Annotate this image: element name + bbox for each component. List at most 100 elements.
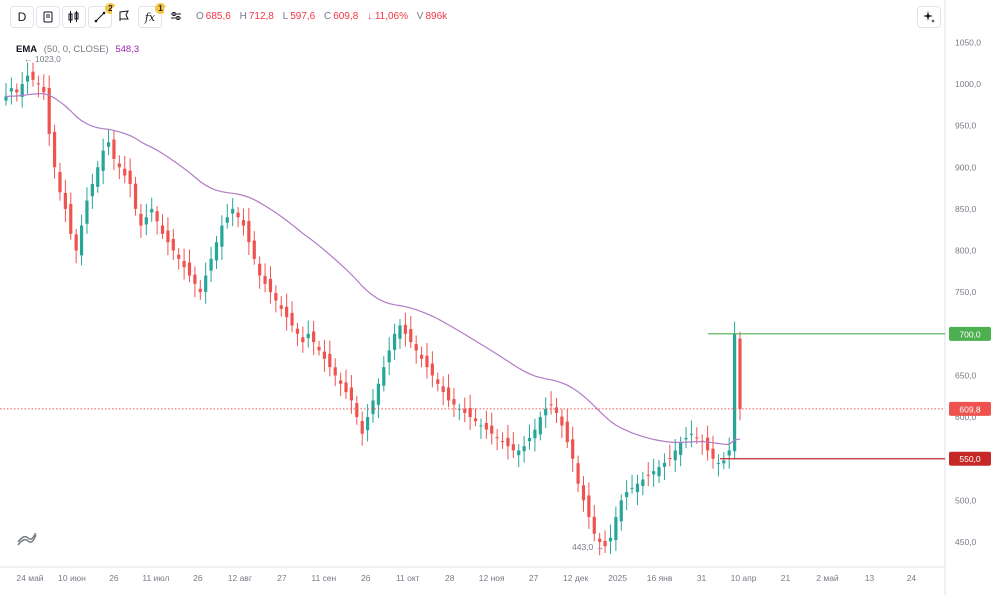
- replay-button[interactable]: [112, 6, 136, 28]
- level-price-tag: [949, 326, 991, 341]
- candle-body: [279, 305, 283, 309]
- ema-legend[interactable]: EMA (50, 0, CLOSE) 548,3: [16, 44, 139, 55]
- time-tick-label: 24 май: [16, 573, 43, 583]
- last-price-label: 609,8: [959, 404, 981, 414]
- candle-body: [69, 203, 73, 234]
- candle-body: [90, 183, 94, 197]
- candle-body: [15, 89, 19, 93]
- ohlc-legend: O 685,6 H 712,8 L 597,6 C 609,8 ↓ 11,06% V 89…: [196, 11, 453, 22]
- candle-body: [9, 88, 13, 92]
- candle-body: [133, 183, 138, 209]
- candle-body: [193, 274, 197, 284]
- top-toolbar: D 2 fx 1 O 685,6 H 712,8 L 597,6 C 609,8 ↓ 1…: [0, 0, 945, 34]
- max-price-annotation: ← 1023,0: [24, 54, 61, 64]
- candle-body: [398, 325, 402, 339]
- candle-body: [52, 131, 57, 168]
- candle-body: [376, 383, 380, 405]
- candle-body: [204, 275, 208, 292]
- candle-body: [614, 517, 618, 541]
- candle-body: [403, 324, 407, 334]
- low-label: L: [282, 11, 289, 22]
- compare-icon: [43, 11, 53, 23]
- candle-body: [652, 471, 656, 475]
- candle-body: [684, 437, 688, 440]
- indicators-button[interactable]: fx 1: [138, 3, 166, 28]
- open-value: 685,6: [205, 11, 231, 22]
- candle-body: [392, 333, 397, 350]
- candle-body: [247, 221, 251, 243]
- candle-body: [538, 417, 542, 435]
- settings-button[interactable]: [164, 6, 188, 28]
- time-tick-label: 2025: [608, 573, 627, 583]
- candle-body: [214, 242, 219, 261]
- time-tick-label: 10 апр: [731, 573, 757, 583]
- volume-label: V: [416, 11, 424, 22]
- candle-body: [430, 363, 434, 376]
- candle-body: [522, 446, 526, 452]
- interval-button[interactable]: D: [10, 6, 34, 28]
- candle-body: [290, 312, 294, 326]
- close-label: C: [324, 11, 332, 22]
- candle-body: [657, 467, 661, 477]
- level-price-label: 550,0: [959, 454, 981, 464]
- candle-body: [25, 75, 30, 82]
- ema-value: 548,3: [115, 44, 140, 55]
- candle-body: [733, 333, 737, 452]
- candle-body: [355, 403, 359, 418]
- compare-symbol-button[interactable]: [36, 6, 60, 28]
- candle-body: [117, 163, 121, 168]
- candle-body: [668, 457, 672, 459]
- candle-body: [339, 380, 343, 384]
- candle-body: [344, 382, 348, 393]
- candle-body: [619, 500, 623, 522]
- candle-body: [160, 225, 165, 234]
- candle-body: [177, 254, 181, 259]
- candle-body: [31, 71, 35, 80]
- time-tick-label: 21: [781, 573, 791, 583]
- candle-body: [209, 258, 213, 271]
- candle-body: [360, 420, 364, 434]
- sliders-icon: [171, 12, 181, 20]
- ema-line: [5, 93, 741, 446]
- time-tick-label: 27: [529, 573, 539, 583]
- time-tick-label: 16 янв: [647, 573, 673, 583]
- interval-label: D: [17, 10, 27, 24]
- candle-body: [495, 437, 499, 439]
- candle-body: [295, 328, 300, 334]
- candle-body: [268, 278, 273, 293]
- candle-body: [565, 421, 569, 443]
- price-tick-label: 450,0: [955, 537, 977, 547]
- candle-body: [366, 417, 370, 431]
- candle-body: [144, 217, 148, 225]
- ai-assistant-button[interactable]: [917, 6, 941, 28]
- candle-body: [231, 208, 235, 214]
- candle-body: [387, 350, 391, 363]
- candle-body: [306, 333, 310, 339]
- candle-body: [544, 408, 548, 416]
- candle-body: [473, 418, 478, 422]
- candle-body: [333, 367, 337, 376]
- candle-body: [106, 142, 111, 147]
- price-tick-label: 600,0: [955, 412, 977, 422]
- candle-body: [225, 217, 229, 223]
- candle-body: [301, 337, 305, 343]
- sparkle-icon: [923, 11, 935, 23]
- price-tick-label: 650,0: [955, 370, 977, 380]
- drawings-button[interactable]: 2: [88, 3, 116, 28]
- candle-body: [328, 353, 332, 368]
- candle-body: [603, 541, 607, 547]
- candle-body: [641, 479, 645, 486]
- candle-body: [74, 234, 78, 251]
- candle-body: [452, 399, 456, 405]
- candle-body: [198, 288, 202, 293]
- candle-body: [441, 386, 445, 393]
- candle-body: [571, 439, 575, 459]
- chart-type-button[interactable]: [62, 6, 86, 28]
- price-tick-label: 800,0: [955, 246, 977, 256]
- fx-icon: fx: [144, 11, 156, 24]
- candle-body: [527, 437, 532, 442]
- candle-body: [608, 537, 613, 542]
- time-tick-label: 26: [193, 573, 203, 583]
- candle-body: [446, 387, 451, 401]
